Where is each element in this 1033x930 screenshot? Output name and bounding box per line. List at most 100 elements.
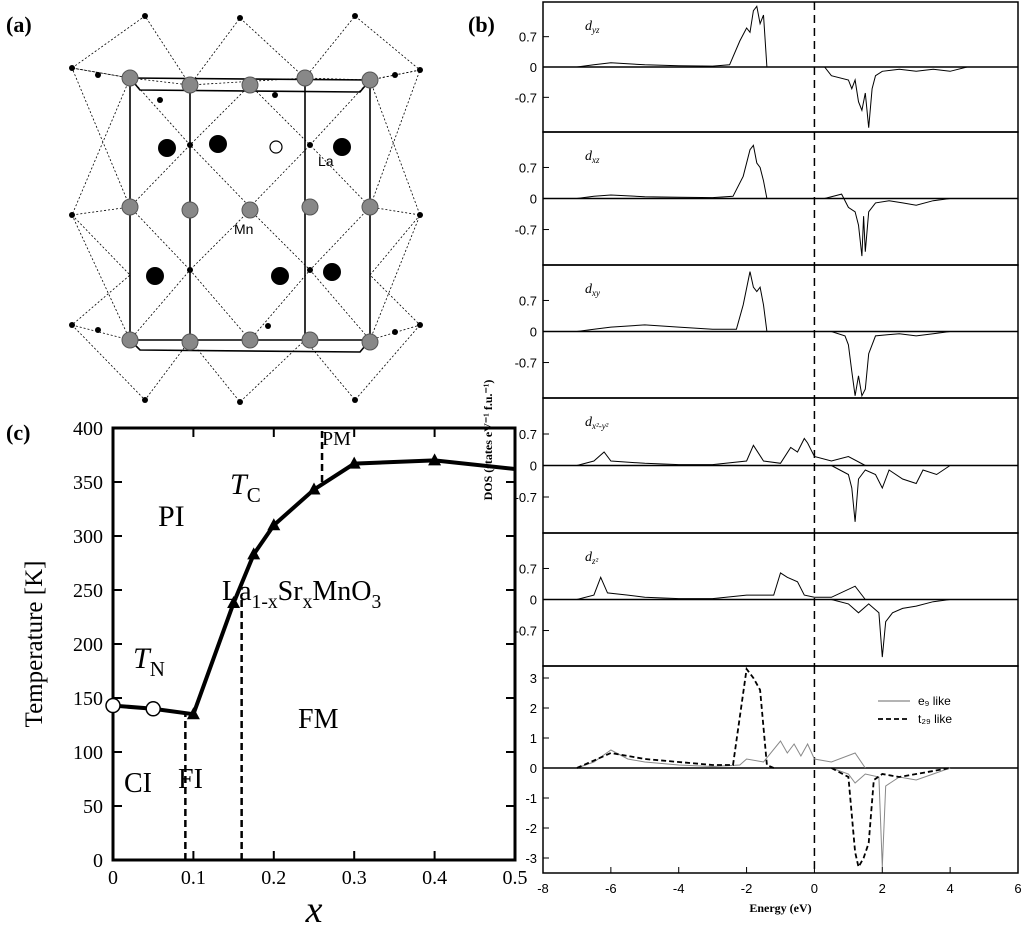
y-tick-label: 0.7 (519, 160, 537, 175)
y-tick-label: 1 (530, 731, 537, 746)
atom-label: Mn (234, 221, 253, 237)
x-tick-label: -6 (605, 881, 617, 896)
x-axis-label: Energy (eV) (749, 901, 811, 915)
y-tick-label: -0.7 (515, 624, 537, 639)
phase-diagram: 0 50 100 150 200 250 300 350 400 0 0.1 0.2 0.3 0.4 0.5… (21, 418, 528, 930)
x-tick-label: 4 (947, 881, 954, 896)
y-tick-label: 0 (530, 459, 537, 474)
annotation-subscript: N (150, 657, 165, 681)
annotation-text: PI (158, 500, 185, 533)
orbital-label: dx²-y² (585, 415, 609, 431)
annotation-subscript: 3 (371, 592, 381, 613)
dos-curve (576, 572, 866, 600)
orbital-base: d (585, 19, 593, 34)
y-tick-label: -3 (525, 851, 537, 866)
marker (186, 707, 200, 720)
x-tick-label: -8 (537, 881, 549, 896)
annotation-subscript: x (303, 592, 313, 613)
annotation: La1-xSrxMnO3 (222, 576, 381, 613)
y-axis-label: Temperature [K] (21, 561, 48, 728)
orbital-base: d (585, 415, 593, 430)
y-tick-label: 0.7 (519, 561, 537, 576)
dos-curve (576, 666, 775, 769)
marker (247, 547, 261, 560)
orbital-subscript: xy (591, 288, 600, 298)
y-tick-label: -2 (525, 821, 537, 836)
y-tick-label: 400 (73, 418, 103, 440)
orbital-base: d (585, 149, 593, 164)
y-axis-label: DOS (states eV⁻¹ f.u.⁻¹) (481, 380, 495, 501)
y-tick-label: -1 (525, 791, 537, 806)
y-tick-label: 0 (530, 60, 537, 75)
y-tick-label: 0 (530, 192, 537, 207)
plot-frame (111, 426, 517, 862)
y-tick-label: 2 (530, 701, 537, 716)
y-tick-label: 0.7 (519, 30, 537, 45)
marker (145, 701, 161, 717)
y-tick-label: -0.7 (515, 356, 537, 371)
dos-curve (576, 144, 774, 199)
annotation-text: La (222, 576, 252, 607)
annotation-text: T (133, 642, 152, 675)
marker (347, 456, 361, 469)
dos-curve (576, 437, 866, 466)
annotation-text: Sr (278, 576, 304, 607)
x-tick-label: 0.1 (181, 867, 206, 889)
orbital-label: dz² (585, 550, 599, 566)
orbital-label: dxz (585, 149, 600, 165)
y-tick-label: 350 (73, 472, 103, 494)
annotation: CI (124, 768, 152, 799)
annotation-text: FI (178, 764, 203, 795)
annotation: PM (322, 428, 351, 450)
x-tick-label: 0 (108, 867, 118, 889)
orbital-base: d (585, 550, 593, 565)
x-tick-label: 6 (1014, 881, 1021, 896)
y-tick-label: 200 (73, 634, 103, 656)
annotation: TC (230, 468, 261, 507)
y-tick-label: 0 (530, 761, 537, 776)
orbital-label: dxy (585, 282, 600, 298)
atom-label: La (318, 153, 334, 169)
dos-curve (831, 465, 951, 522)
y-tick-label: 300 (73, 526, 103, 548)
marker (307, 482, 321, 495)
panel-frame (542, 665, 1019, 874)
panel-label: (b) (468, 12, 495, 37)
legend-label: t₂₉ like (918, 712, 952, 726)
annotation-subscript: 1-x (252, 592, 278, 613)
orbital-label: dyz (585, 19, 600, 35)
x-axis-label: x (305, 889, 323, 930)
y-tick-label: 150 (73, 688, 103, 710)
panel-label: (c) (6, 420, 30, 445)
x-tick-label: -2 (741, 881, 753, 896)
x-tick-label: 0.3 (342, 867, 367, 889)
dos-curve (576, 271, 774, 332)
annotation-subscript: C (247, 483, 261, 507)
annotation: FM (298, 704, 339, 735)
orbital-subscript: z² (591, 556, 599, 566)
annotation-text: MnO (312, 576, 371, 607)
y-tick-label: 0.7 (519, 427, 537, 442)
y-tick-label: 0 (93, 850, 103, 872)
x-tick-label: 0.5 (503, 867, 528, 889)
y-tick-label: 3 (530, 671, 537, 686)
dos-panels: -0.700.7dyz-0.700.7dxz-0.700.7dxy-0.700.… (481, 1, 1022, 915)
dos-curve (814, 331, 951, 398)
dos-curve (814, 66, 968, 128)
x-tick-label: -4 (673, 881, 685, 896)
transition-line (112, 458, 516, 717)
x-tick-label: 0 (811, 881, 818, 896)
orbital-subscript: yz (591, 25, 600, 35)
panel-label: (a) (6, 12, 32, 37)
orbital-base: d (585, 282, 593, 297)
y-tick-label: 100 (73, 742, 103, 764)
annotation: PI (158, 500, 185, 533)
y-tick-label: -0.7 (515, 223, 537, 238)
orbital-subscript: x²-y² (591, 421, 609, 431)
x-tick-label: 0.4 (422, 867, 447, 889)
x-tick-label: 2 (879, 881, 886, 896)
annotation: TN (133, 642, 165, 681)
marker (267, 518, 281, 531)
crystal-structure (69, 13, 423, 405)
